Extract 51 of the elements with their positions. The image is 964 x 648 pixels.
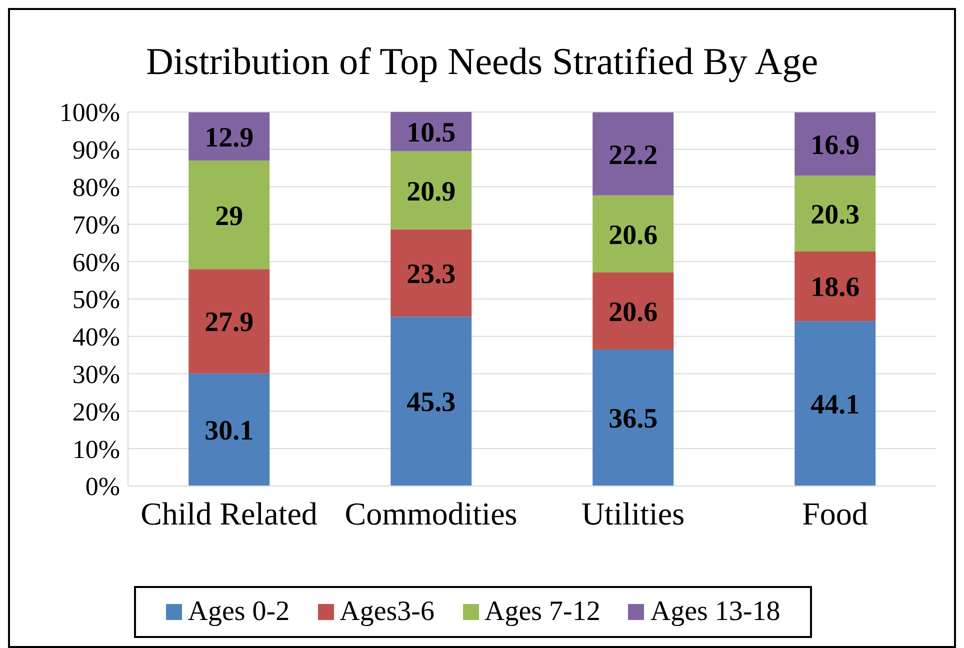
data-label: 20.9 — [406, 176, 456, 208]
bar — [592, 349, 674, 486]
x-tick-label: Food — [802, 496, 868, 532]
y-tick-label: 20% — [72, 397, 120, 426]
bar — [188, 160, 270, 270]
chart-title: Distribution of Top Needs Stratified By Age — [144, 40, 820, 85]
bar — [592, 195, 674, 272]
data-label: 23.3 — [406, 258, 456, 290]
data-label: 16.9 — [810, 130, 860, 161]
y-tick-label: 80% — [72, 173, 120, 202]
x-tick-label: Commodities — [344, 496, 518, 532]
y-tick-label: 70% — [72, 210, 120, 240]
y-tick-label: 60% — [72, 248, 120, 277]
data-label: 45.3 — [406, 387, 456, 418]
bar — [592, 272, 674, 350]
bar — [390, 151, 472, 230]
bar — [794, 112, 876, 176]
data-label: 36.5 — [608, 404, 658, 435]
y-tick-label: 90% — [72, 136, 120, 165]
bar — [592, 112, 674, 196]
data-label: 22.2 — [608, 140, 658, 171]
y-tick-label: 100% — [59, 98, 120, 128]
legend-label: Ages 13-18 — [649, 596, 780, 628]
legend-label: Ages 7-12 — [484, 596, 600, 628]
data-label: 20.6 — [608, 296, 658, 328]
legend-label: Ages3-6 — [338, 596, 434, 628]
data-label: 29 — [215, 200, 244, 232]
x-tick-label: Child Related — [140, 496, 318, 532]
data-label: 12.9 — [204, 122, 254, 154]
y-tick-label: 40% — [72, 322, 120, 352]
data-label: 10.5 — [406, 118, 456, 149]
data-label: 30.1 — [204, 416, 254, 447]
data-label: 20.3 — [810, 199, 860, 230]
bar — [188, 112, 270, 161]
bar — [390, 316, 472, 486]
y-tick-label: 10% — [72, 434, 120, 464]
bar — [390, 229, 472, 317]
data-label: 18.6 — [810, 272, 860, 304]
data-label: 20.6 — [608, 220, 658, 251]
bar — [794, 252, 876, 322]
legend-label: Ages 0-2 — [186, 596, 290, 628]
bar — [188, 269, 270, 374]
x-tick-label: Utilities — [581, 496, 685, 532]
data-label: 44.1 — [810, 389, 860, 420]
bar — [794, 176, 876, 252]
bar — [794, 321, 876, 486]
y-tick-label: 30% — [72, 360, 120, 390]
data-label: 27.9 — [204, 307, 254, 338]
bar — [188, 373, 270, 486]
y-tick-label: 0% — [85, 472, 120, 502]
y-tick-label: 50% — [72, 285, 120, 314]
